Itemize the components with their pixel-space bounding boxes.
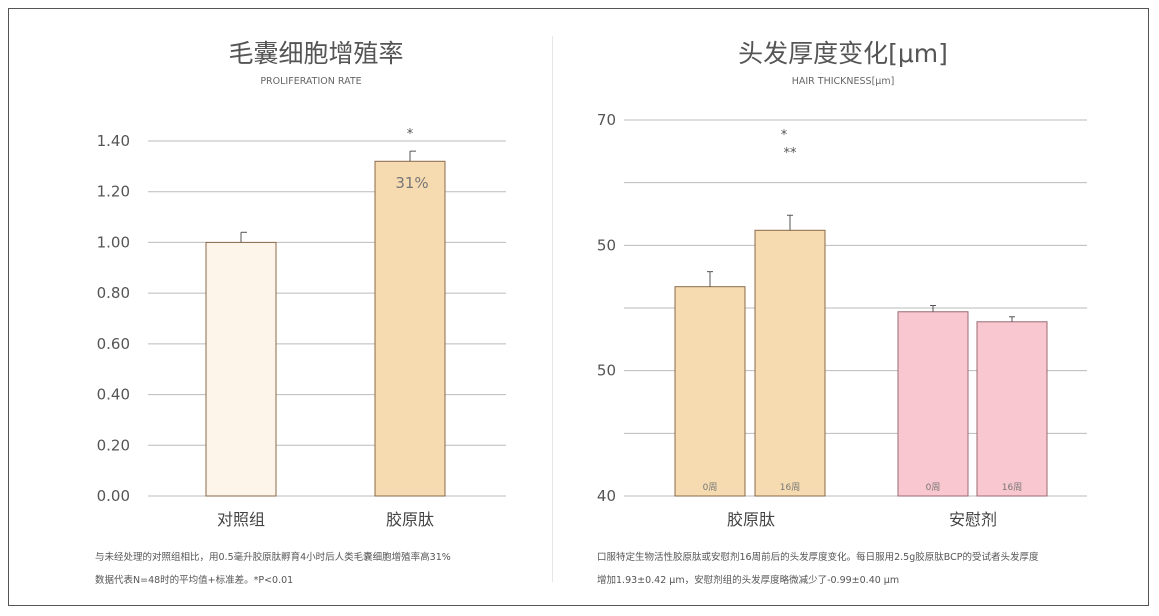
right-note: 口服特定生物活性胶原肽或安慰剂16周前后的头发厚度变化。每日服用2.5g胶原肽B… xyxy=(597,546,1038,592)
right-bar-week-label: 16周 xyxy=(1002,482,1022,493)
right-note-line-2: 增加1.93±0.42 μm，安慰剂组的头发厚度略微减少了-0.99±0.40 … xyxy=(597,575,900,586)
panel-divider xyxy=(552,36,553,582)
left-y-tick-label: 0.00 xyxy=(97,487,130,505)
left-bars xyxy=(205,160,446,497)
left-y-tick-labels: 0.00 0.20 0.40 0.60 0.80 1.00 1.20 1.40 xyxy=(97,132,130,505)
left-category-labels: 对照组 胶原肽 xyxy=(217,510,434,529)
right-error-bars xyxy=(707,214,1015,322)
right-bar xyxy=(897,311,969,497)
right-bar xyxy=(976,321,1048,497)
right-chart-title: 头发厚度变化[μm] xyxy=(738,39,948,68)
right-chart-subtitle: HAIR THICKNESS[μm] xyxy=(792,76,895,87)
left-category-label: 对照组 xyxy=(217,510,265,529)
left-gridlines xyxy=(148,140,506,497)
right-y-tick-labels: 40 50 50 70 xyxy=(597,111,616,505)
left-y-tick-label: 0.20 xyxy=(97,436,130,454)
left-y-tick-label: 1.20 xyxy=(97,183,130,201)
left-note-line-2: 数据代表N=48时的平均值+标准差。*P<0.01 xyxy=(95,575,294,586)
left-chart-subtitle: PROLIFERATION RATE xyxy=(260,76,361,87)
left-y-tick-label: 1.00 xyxy=(97,233,130,251)
left-chart-title: 毛囊细胞增殖率 xyxy=(228,39,403,68)
right-y-tick-label: 70 xyxy=(597,111,616,129)
right-y-tick-label: 50 xyxy=(597,236,616,254)
left-note: 与未经处理的对照组相比，用0.5毫升胶原肽孵育4小时后人类毛囊细胞增殖率高31%… xyxy=(95,546,451,592)
right-group-label: 胶原肽 xyxy=(727,510,775,529)
right-bar xyxy=(754,229,826,497)
pct-increase-label: 31% xyxy=(395,174,428,192)
right-group-labels: 胶原肽 安慰剂 xyxy=(727,510,997,529)
right-bar-week-labels: 0周 16周 0周 16周 xyxy=(703,482,1023,493)
left-y-tick-label: 0.80 xyxy=(97,284,130,302)
figure-frame xyxy=(8,8,1149,606)
left-y-tick-label: 1.40 xyxy=(97,132,130,150)
right-y-tick-label: 50 xyxy=(597,362,616,380)
significance-star-top: * xyxy=(781,128,788,143)
right-bar-week-label: 16周 xyxy=(780,482,800,493)
left-category-label: 胶原肽 xyxy=(386,510,434,529)
left-error-bars xyxy=(240,150,416,243)
left-bar xyxy=(205,241,277,497)
right-bars xyxy=(674,229,1048,497)
right-bar-week-label: 0周 xyxy=(703,482,718,493)
significance-star: * xyxy=(407,127,414,142)
left-note-line-1: 与未经处理的对照组相比，用0.5毫升胶原肽孵育4小时后人类毛囊细胞增殖率高31% xyxy=(95,552,451,563)
left-bar xyxy=(374,160,446,497)
left-y-tick-label: 0.40 xyxy=(97,386,130,404)
right-group-label: 安慰剂 xyxy=(949,510,997,529)
significance-star-bottom: ** xyxy=(784,146,798,161)
right-y-tick-label: 40 xyxy=(597,487,616,505)
right-bar xyxy=(674,286,746,497)
left-y-tick-label: 0.60 xyxy=(97,335,130,353)
right-bar-week-label: 0周 xyxy=(926,482,941,493)
right-note-line-1: 口服特定生物活性胶原肽或安慰剂16周前后的头发厚度变化。每日服用2.5g胶原肽B… xyxy=(597,552,1039,563)
